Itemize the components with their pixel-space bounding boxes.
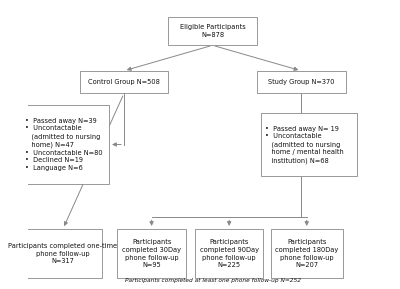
Text: Participants completed at least one phone follow-up N=252: Participants completed at least one phon… — [124, 278, 300, 283]
FancyBboxPatch shape — [168, 17, 257, 45]
Text: Participants
completed 30Day
phone follow-up
N=95: Participants completed 30Day phone follo… — [122, 239, 181, 268]
FancyBboxPatch shape — [195, 229, 263, 278]
Text: Control Group N=508: Control Group N=508 — [88, 79, 160, 85]
FancyBboxPatch shape — [20, 105, 109, 184]
Text: •  Passed away N= 19
•  Uncontactable
   (admitted to nursing
   home / mental h: • Passed away N= 19 • Uncontactable (adm… — [265, 125, 344, 164]
FancyBboxPatch shape — [24, 229, 102, 278]
Text: Eligible Participants
N=878: Eligible Participants N=878 — [180, 24, 246, 38]
Text: Study Group N=370: Study Group N=370 — [268, 79, 334, 85]
Text: Participants
completed 90Day
phone follow-up
N=225: Participants completed 90Day phone follo… — [200, 239, 259, 268]
FancyBboxPatch shape — [257, 71, 346, 93]
FancyBboxPatch shape — [118, 229, 186, 278]
FancyBboxPatch shape — [260, 113, 356, 176]
Text: Participants completed one-time
phone follow-up
N=317: Participants completed one-time phone fo… — [8, 243, 118, 264]
Text: Participants
completed 180Day
phone follow-up
N=207: Participants completed 180Day phone foll… — [275, 239, 338, 268]
Text: •  Passed away N=39
•  Uncontactable
   (admitted to nursing
   home) N=47
•  Un: • Passed away N=39 • Uncontactable (admi… — [25, 118, 102, 171]
FancyBboxPatch shape — [271, 229, 343, 278]
FancyBboxPatch shape — [80, 71, 168, 93]
